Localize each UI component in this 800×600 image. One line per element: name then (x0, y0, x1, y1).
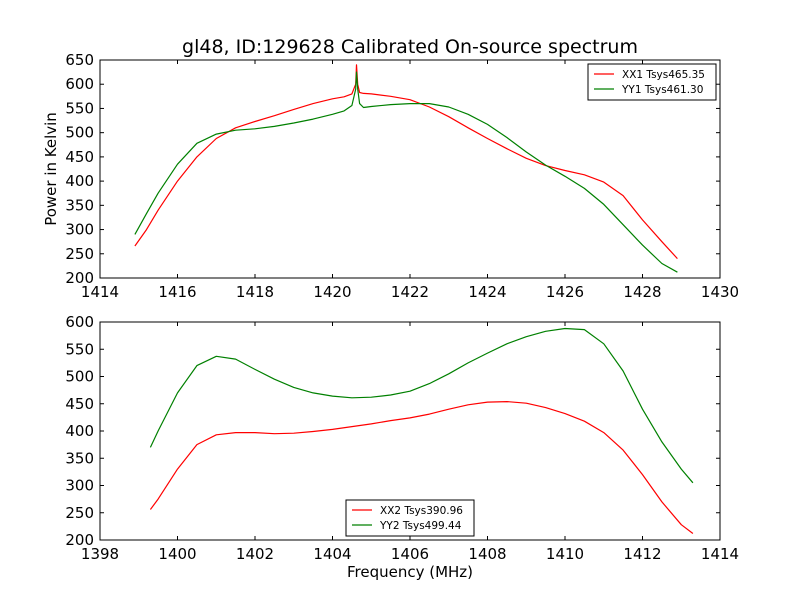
y-tick-label: 550 (65, 99, 94, 117)
x-tick-label: 1428 (623, 283, 661, 301)
legend: XX1 Tsys465.35 YY1 Tsys461.30 (587, 63, 717, 101)
x-tick-label: 1412 (623, 545, 661, 563)
y-tick-label: 350 (65, 196, 94, 214)
y-tick-label: 250 (65, 504, 94, 522)
x-tick-label: 1408 (468, 545, 506, 563)
top-panel: 1414 1416 1418 1420 1422 1424 1426 1428 1430 200 2… (42, 51, 739, 301)
series-line-2-2 (149, 327, 694, 484)
legend-label: XX1 Tsys465.35 (622, 69, 705, 81)
figure-title: gl48, ID:129628 Calibrated On-source spe… (182, 36, 638, 58)
y-tick-label: 500 (65, 368, 94, 386)
x-tick-label: 1398 (81, 545, 119, 563)
x-tick-label: 1410 (546, 545, 584, 563)
y-tick-label: 600 (65, 313, 94, 331)
y-tick-label: 350 (65, 449, 94, 467)
legend: XX2 Tsys390.96 YY2 Tsys499.44 (345, 499, 475, 537)
y-tick-label: 400 (65, 422, 94, 440)
legend-box (587, 63, 717, 101)
y-axis-label: Power in Kelvin (42, 112, 60, 226)
legend-box (345, 499, 475, 537)
y-tick-label: 400 (65, 172, 94, 190)
series-line-2-1 (149, 401, 694, 534)
y-tick-label: 300 (65, 221, 94, 239)
y-tick-label: 200 (65, 269, 94, 287)
y-tick-label: 500 (65, 124, 94, 142)
x-axis-label: Frequency (MHz) (347, 563, 473, 581)
x-tick-label: 1414 (701, 545, 739, 563)
x-tick-label: 1430 (701, 283, 739, 301)
x-tick-label: 1404 (313, 545, 351, 563)
y-tick-label: 250 (65, 245, 94, 263)
x-tick-label: 1402 (236, 545, 274, 563)
x-tick-label: 1418 (236, 283, 274, 301)
x-tick-label: 1420 (313, 283, 351, 301)
y-tick-label: 450 (65, 395, 94, 413)
legend-label: XX2 Tsys390.96 (380, 505, 463, 517)
legend-label: YY2 Tsys499.44 (379, 520, 462, 532)
x-tick-label: 1426 (546, 283, 584, 301)
y-tick-label: 200 (65, 531, 94, 549)
x-tick-label: 1422 (391, 283, 429, 301)
series-line-1-2 (134, 71, 678, 273)
series-line-1-1 (134, 64, 678, 260)
y-tick-label: 600 (65, 75, 94, 93)
x-tick-label: 1414 (81, 283, 119, 301)
y-tick-label: 300 (65, 477, 94, 495)
legend-label: YY1 Tsys461.30 (621, 84, 703, 96)
x-tick-label: 1416 (158, 283, 196, 301)
y-tick-label: 650 (65, 51, 94, 69)
y-tick-label: 450 (65, 148, 94, 166)
x-tick-label: 1400 (158, 545, 196, 563)
x-tick-label: 1406 (391, 545, 429, 563)
y-tick-label: 550 (65, 340, 94, 358)
x-tick-label: 1424 (468, 283, 506, 301)
bottom-panel: 1398 1400 1402 1404 1406 1408 1410 1412 1414 200 2… (65, 313, 739, 563)
